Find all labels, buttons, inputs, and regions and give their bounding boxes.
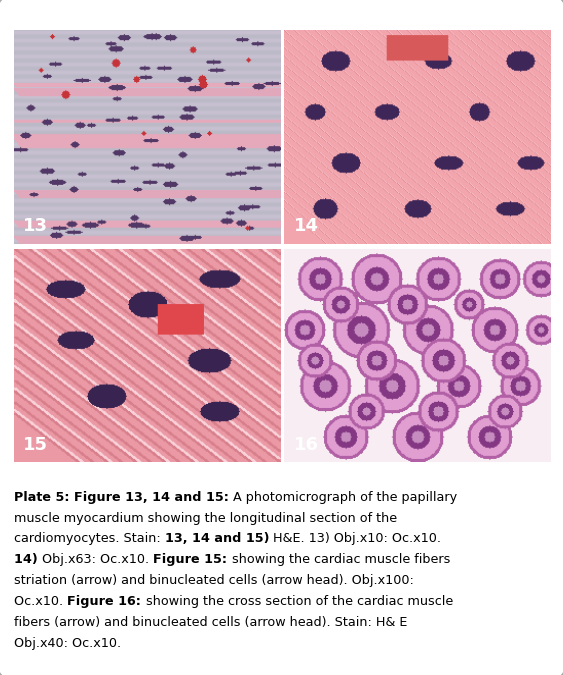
Text: Figure 16:: Figure 16: [67, 595, 146, 608]
Text: Figure 13, 14 and 15:: Figure 13, 14 and 15: [74, 491, 234, 504]
Text: 13: 13 [24, 217, 48, 236]
Text: striation (arrow) and binucleated cells (arrow head). Obj.x100:: striation (arrow) and binucleated cells … [14, 574, 414, 587]
Text: fibers (arrow) and binucleated cells (arrow head). Stain: H& E: fibers (arrow) and binucleated cells (ar… [14, 616, 408, 629]
Text: showing the cross section of the cardiac muscle: showing the cross section of the cardiac… [146, 595, 453, 608]
Text: A photomicrograph of the papillary: A photomicrograph of the papillary [234, 491, 458, 504]
Text: cardiomyocytes. Stain:: cardiomyocytes. Stain: [14, 533, 165, 545]
Text: Figure 15:: Figure 15: [154, 554, 232, 566]
Text: 15: 15 [24, 436, 48, 454]
Text: showing the cardiac muscle fibers: showing the cardiac muscle fibers [232, 554, 450, 566]
Text: Oc.x10.: Oc.x10. [14, 595, 67, 608]
Text: Obj.x63: Oc.x10.: Obj.x63: Oc.x10. [42, 554, 154, 566]
Text: 14: 14 [294, 217, 319, 236]
Text: muscle myocardium showing the longitudinal section of the: muscle myocardium showing the longitudin… [14, 512, 397, 524]
Text: 13, 14 and 15): 13, 14 and 15) [165, 533, 269, 545]
Text: Obj.x40: Oc.x10.: Obj.x40: Oc.x10. [14, 637, 121, 650]
Text: 14): 14) [14, 554, 42, 566]
Text: Plate 5:: Plate 5: [14, 491, 74, 504]
Text: H&E. 13) Obj.x10: Oc.x10.: H&E. 13) Obj.x10: Oc.x10. [269, 533, 441, 545]
Text: 16: 16 [294, 436, 319, 454]
